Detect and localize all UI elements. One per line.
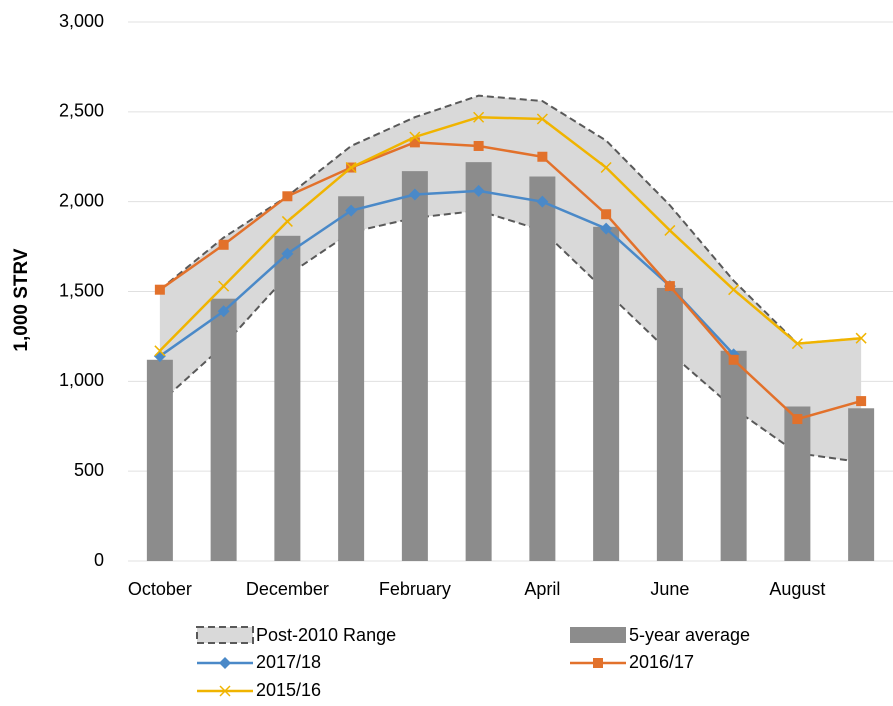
legend-marker [219, 685, 231, 697]
series-marker [600, 222, 613, 235]
bar [529, 176, 556, 561]
series-marker [345, 204, 358, 217]
legend-marker [219, 657, 231, 669]
series-marker [536, 113, 548, 125]
y-tick-label: 500 [74, 460, 104, 480]
bar [465, 162, 492, 561]
series-marker [472, 184, 485, 197]
bar [274, 235, 301, 561]
y-tick-label: 2,000 [59, 190, 104, 210]
series-marker [281, 215, 293, 227]
series-marker [537, 151, 548, 162]
series-marker [601, 209, 612, 220]
x-tick-label: December [246, 579, 329, 599]
series-marker [218, 280, 230, 292]
series-marker [217, 305, 230, 318]
legend-label: 2016/17 [629, 652, 694, 672]
series-marker [536, 195, 549, 208]
range-area [159, 95, 862, 463]
series-marker [855, 332, 867, 344]
legend-label: 2015/16 [256, 680, 321, 700]
x-tick-label: June [650, 579, 689, 599]
bar [656, 287, 683, 561]
bar [593, 226, 620, 561]
y-tick-label: 2,500 [59, 101, 104, 121]
y-tick-label: 3,000 [59, 11, 104, 31]
bar [784, 406, 811, 561]
y-tick-label: 1,000 [59, 370, 104, 390]
series-marker [473, 111, 485, 123]
y-tick-label: 1,500 [59, 280, 104, 300]
series-marker [281, 247, 294, 260]
y-tick-label: 0 [94, 550, 104, 570]
series-line [159, 141, 862, 421]
series-marker [408, 188, 421, 201]
legend-swatch [196, 626, 254, 644]
series-line [159, 189, 735, 358]
series-marker [791, 338, 803, 350]
x-tick-label: April [524, 579, 560, 599]
bar [338, 196, 365, 561]
bar [210, 298, 237, 561]
series-marker [409, 137, 420, 148]
legend-label: 2017/18 [256, 652, 321, 672]
legend-swatch [570, 627, 626, 643]
bar [146, 359, 173, 561]
y-axis-label: 1,000 STRV [11, 248, 32, 351]
x-tick-label: February [379, 579, 451, 599]
series-marker [345, 161, 357, 174]
bar [401, 171, 428, 561]
series-marker [154, 284, 165, 295]
legend-label: 5-year average [629, 625, 750, 645]
series-marker [473, 140, 484, 151]
legend-label: Post-2010 Range [256, 625, 396, 645]
series-marker [728, 284, 740, 296]
series-marker [154, 345, 166, 357]
series-marker [664, 281, 675, 292]
series-marker [856, 396, 867, 407]
bar [720, 350, 747, 561]
series-marker [282, 191, 293, 202]
series-marker [792, 414, 803, 425]
legend-marker [593, 658, 603, 668]
series-marker [409, 131, 421, 143]
bar [848, 408, 875, 561]
series-marker [600, 161, 612, 174]
series-marker [728, 354, 739, 365]
series-marker [218, 239, 229, 250]
x-tick-label: August [769, 579, 825, 599]
series-line [158, 115, 862, 352]
x-tick-label: October [128, 579, 192, 599]
series-marker [664, 224, 676, 236]
